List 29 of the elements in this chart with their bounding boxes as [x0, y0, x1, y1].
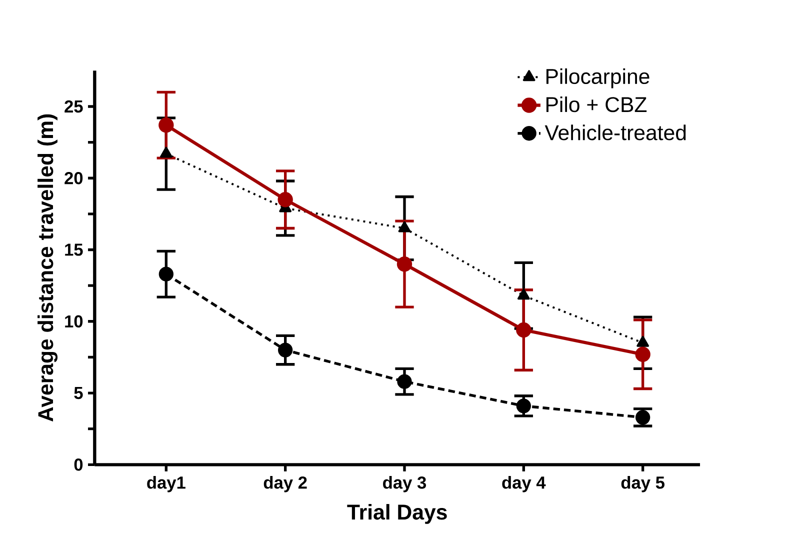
x-tick-label: day 2 — [264, 476, 307, 492]
y-tick-label: 25 — [64, 100, 83, 113]
x-axis-title: Trial Days — [347, 504, 447, 524]
point — [397, 374, 412, 389]
point — [278, 192, 293, 208]
point — [516, 398, 531, 414]
legend-label: Vehicle-treated — [544, 124, 686, 140]
point — [398, 221, 411, 232]
y-axis-title: Average distance travelled (m) — [38, 114, 58, 422]
y-tick-label: 15 — [65, 244, 83, 256]
y-tick-label: 5 — [74, 386, 83, 400]
legend-label: Pilo + CBZ — [546, 96, 647, 112]
point — [635, 346, 650, 362]
x-tick-label: day 4 — [502, 476, 546, 492]
y-tick-label: 20 — [64, 172, 83, 184]
point — [158, 266, 174, 282]
y-tick-label: 10 — [65, 315, 83, 328]
point — [517, 288, 530, 300]
point — [278, 342, 293, 358]
point — [160, 146, 172, 158]
x-tick-label: day1 — [147, 476, 186, 492]
legend-label: Pilocarpine — [546, 68, 650, 88]
point — [158, 118, 174, 133]
x-tick-label: day 5 — [621, 476, 664, 492]
point — [396, 256, 412, 272]
point — [636, 336, 650, 347]
x-tick-label: day 3 — [383, 476, 426, 492]
y-tick-label: 0 — [74, 458, 83, 471]
point — [516, 322, 532, 338]
